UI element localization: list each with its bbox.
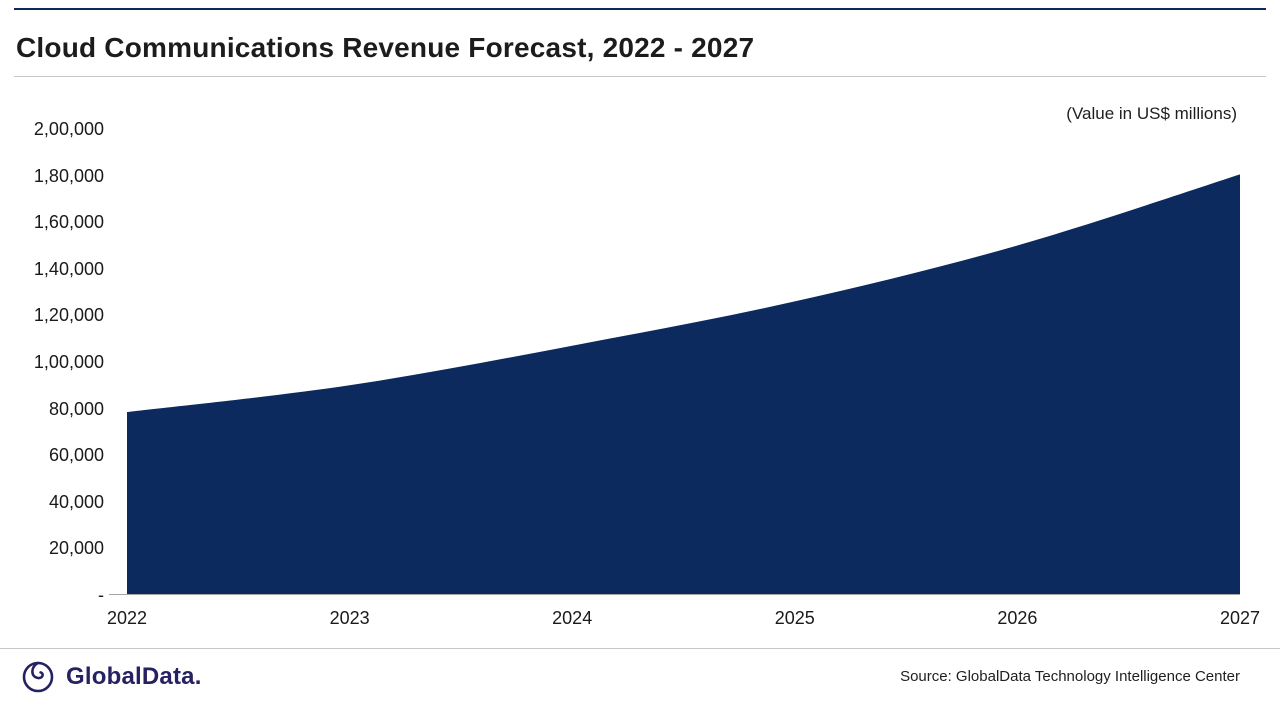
top-rule xyxy=(14,8,1266,10)
x-axis-label: 2022 xyxy=(106,608,148,628)
y-axis-label: 1,80,000 xyxy=(33,165,104,186)
footer-divider xyxy=(0,648,1280,649)
y-axis-label: 2,00,000 xyxy=(33,119,104,139)
y-axis-label: - xyxy=(98,585,104,605)
source-text: Source: GlobalData Technology Intelligen… xyxy=(900,668,1240,685)
globaldata-logo-text: GlobalData. xyxy=(66,663,202,690)
y-axis-label: 1,00,000 xyxy=(33,352,104,372)
area-chart xyxy=(109,174,1240,595)
chart-plot-area xyxy=(109,129,1240,595)
y-axis-label: 1,40,000 xyxy=(33,258,104,279)
x-axis-label: 2027 xyxy=(1219,608,1261,628)
y-axis-label: 80,000 xyxy=(48,398,104,419)
x-axis-label: 2024 xyxy=(552,608,593,628)
y-axis: - 20,000 40,000 60,000 80,000 1,00,000 1,20,00… xyxy=(0,119,104,605)
y-axis-label: 1,60,000 xyxy=(33,212,104,233)
title-divider xyxy=(14,76,1266,77)
x-axis: 2022 2023 2024 2025 2026 2027 xyxy=(107,608,1260,634)
y-axis-label: 20,000 xyxy=(48,538,104,559)
unit-note: (Value in US$ millions) xyxy=(1066,104,1237,123)
globaldata-logo-icon xyxy=(22,661,54,693)
page-title: Cloud Communications Revenue Forecast, 2… xyxy=(16,32,755,63)
y-axis-label: 40,000 xyxy=(48,491,104,512)
y-axis-label: 1,20,000 xyxy=(33,305,104,326)
y-axis-label: 60,000 xyxy=(48,445,104,466)
area-series xyxy=(127,174,1240,595)
x-axis-label: 2023 xyxy=(329,608,370,628)
globaldata-logo: GlobalData. xyxy=(18,656,202,698)
x-axis-label: 2026 xyxy=(997,608,1038,628)
x-axis-label: 2025 xyxy=(774,608,815,628)
